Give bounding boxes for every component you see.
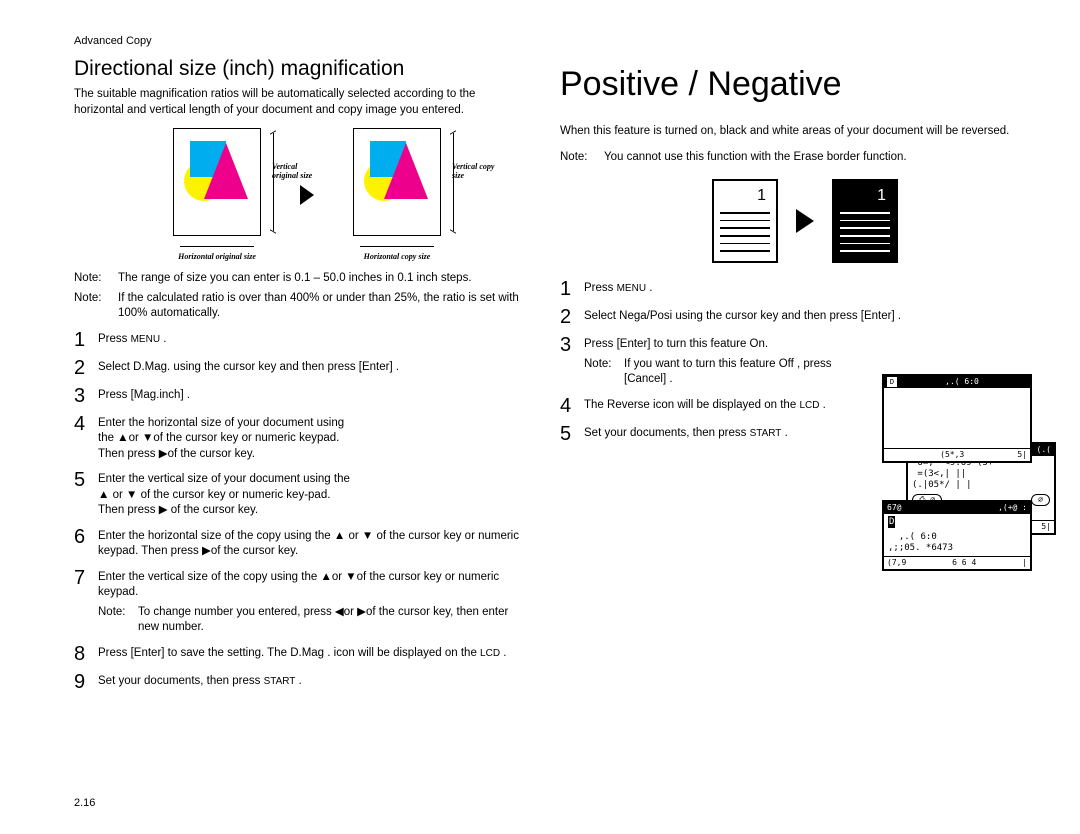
- note-text: If you want to turn this feature Off , p…: [624, 357, 874, 388]
- note-text: If the calculated ratio is over than 400…: [118, 291, 520, 322]
- arrow-icon: [796, 209, 814, 233]
- horiz-orig-caption: Horizontal original size: [142, 252, 292, 261]
- lcd3-body: ,.( 6:0 ,;;05. *6473: [884, 530, 1030, 556]
- step-1: 1Press MENU .: [74, 330, 520, 350]
- step-number: 2: [74, 358, 98, 378]
- note-label: Note:: [98, 605, 138, 636]
- horiz-copy-caption: Horizontal copy size: [322, 252, 472, 261]
- lcd3-header-left: 67@: [887, 503, 901, 513]
- right-top-note: Note: You cannot use this function with …: [560, 150, 1050, 166]
- magnification-diagram: Vertical original size Horizontal origin…: [94, 128, 520, 261]
- step-note: Note:If you want to turn this feature Of…: [584, 357, 874, 388]
- lcd-footer-right: 5|: [1017, 450, 1027, 460]
- right-title: Positive / Negative: [560, 65, 1050, 104]
- vert-orig-label: Vertical original size: [272, 163, 322, 181]
- step-body: Enter the vertical size of the copy usin…: [98, 568, 520, 636]
- step-4: 4Enter the horizontal size of your docum…: [74, 414, 520, 463]
- pos-neg-diagram: 1 1: [560, 179, 1050, 263]
- lcd-footer-left: (5*,3: [940, 450, 964, 460]
- step-number: 1: [74, 330, 98, 350]
- note-text: To change number you entered, press ◀or …: [138, 605, 520, 636]
- page-number: 2.16: [74, 797, 95, 809]
- left-notes: Note:The range of size you can enter is …: [74, 271, 520, 322]
- step-number: 5: [74, 470, 98, 519]
- note-label: Note:: [74, 271, 118, 287]
- pn-num-1: 1: [720, 187, 770, 205]
- step-body: Select D.Mag. using the cursor key and t…: [98, 358, 520, 378]
- lcd-screen-ready: 67@ ,(+@ : D ,.( 6:0 ,;;05. *6473 (7,9 6…: [882, 500, 1032, 571]
- left-page: Advanced Copy Directional size (inch) ma…: [0, 0, 540, 834]
- step-body: Press [Enter] to save the setting. The D…: [98, 644, 520, 664]
- step-5: 5Enter the vertical size of your documen…: [74, 470, 520, 519]
- note-text: You cannot use this function with the Er…: [604, 150, 1050, 166]
- step-body: Press [Mag.inch] .: [98, 386, 520, 406]
- step-note: Note:To change number you entered, press…: [98, 605, 520, 636]
- section-header: Advanced Copy: [74, 35, 520, 47]
- step-number: 5: [560, 424, 584, 444]
- step-body: Enter the horizontal size of the copy us…: [98, 527, 520, 560]
- step-body: Enter the vertical size of your document…: [98, 470, 358, 519]
- lcd3-icon: D: [888, 516, 895, 528]
- step-8: 8Press [Enter] to save the setting. The …: [74, 644, 520, 664]
- note-label: Note:: [584, 357, 624, 388]
- left-steps: 1Press MENU .2Select D.Mag. using the cu…: [74, 330, 520, 692]
- pn-num-2: 1: [840, 187, 890, 205]
- step-body: Press [Enter] to turn this feature On.No…: [584, 335, 874, 388]
- step-number: 8: [74, 644, 98, 664]
- left-intro: The suitable magnification ratios will b…: [74, 87, 520, 118]
- vert-copy-label: Vertical copy size: [452, 163, 502, 181]
- positive-doc: 1: [712, 179, 778, 263]
- lcd3-header-right: ,(+@ :: [998, 503, 1027, 513]
- step-number: 1: [560, 279, 584, 299]
- step-7: 7Enter the vertical size of the copy usi…: [74, 568, 520, 636]
- triangle-shape: [204, 143, 248, 199]
- step-6: 6Enter the horizontal size of the copy u…: [74, 527, 520, 560]
- original-doc-col: Vertical original size Horizontal origin…: [142, 128, 292, 261]
- left-title: Directional size (inch) magnification: [74, 57, 520, 81]
- copy-doc-col: Vertical copy size Horizontal copy size: [322, 128, 472, 261]
- step-body: Set your documents, then press START .: [98, 672, 520, 692]
- step-body: Press MENU .: [98, 330, 520, 350]
- step-body: Select Nega/Posi using the cursor key an…: [584, 307, 1050, 327]
- copy-doc-box: Vertical copy size: [353, 128, 441, 236]
- step-3: 3Press [Mag.inch] .: [74, 386, 520, 406]
- step-number: 7: [74, 568, 98, 636]
- note-text: The range of size you can enter is 0.1 –…: [118, 271, 520, 287]
- step-9: 9Set your documents, then press START .: [74, 672, 520, 692]
- step-2: 2Select D.Mag. using the cursor key and …: [74, 358, 520, 378]
- lcd-header-text: ,.( 6:0: [945, 377, 979, 387]
- lcd-body-blank: [884, 388, 1030, 448]
- step-number: 6: [74, 527, 98, 560]
- step-number: 4: [74, 414, 98, 463]
- step-number: 3: [560, 335, 584, 388]
- step-2: 2Select Nega/Posi using the cursor key a…: [560, 307, 1050, 327]
- lcd-header-icon: D: [887, 377, 897, 387]
- lcd-screen-nega: D ,.( 6:0 (5*,3 5|: [882, 374, 1032, 463]
- lcd3-footer-left: (7,9: [887, 558, 906, 568]
- negative-doc: 1: [832, 179, 898, 263]
- step-body: Enter the horizontal size of your docume…: [98, 414, 358, 463]
- step-number: 2: [560, 307, 584, 327]
- triangle-shape: [384, 143, 428, 199]
- note-label: Note:: [74, 291, 118, 322]
- note-row: Note:If the calculated ratio is over tha…: [74, 291, 520, 322]
- arrow-icon: [300, 185, 314, 205]
- step-number: 4: [560, 396, 584, 416]
- lcd3-footer-right: |: [1022, 558, 1027, 568]
- lcd3-footer-mid: 6 6 4: [952, 558, 976, 568]
- original-doc-box: Vertical original size: [173, 128, 261, 236]
- step-number: 3: [74, 386, 98, 406]
- note-label: Note:: [560, 150, 604, 166]
- step-body: Press MENU .: [584, 279, 1050, 299]
- step-number: 9: [74, 672, 98, 692]
- right-intro: When this feature is turned on, black an…: [560, 124, 1050, 140]
- note-row: Note:The range of size you can enter is …: [74, 271, 520, 287]
- step-1: 1Press MENU .: [560, 279, 1050, 299]
